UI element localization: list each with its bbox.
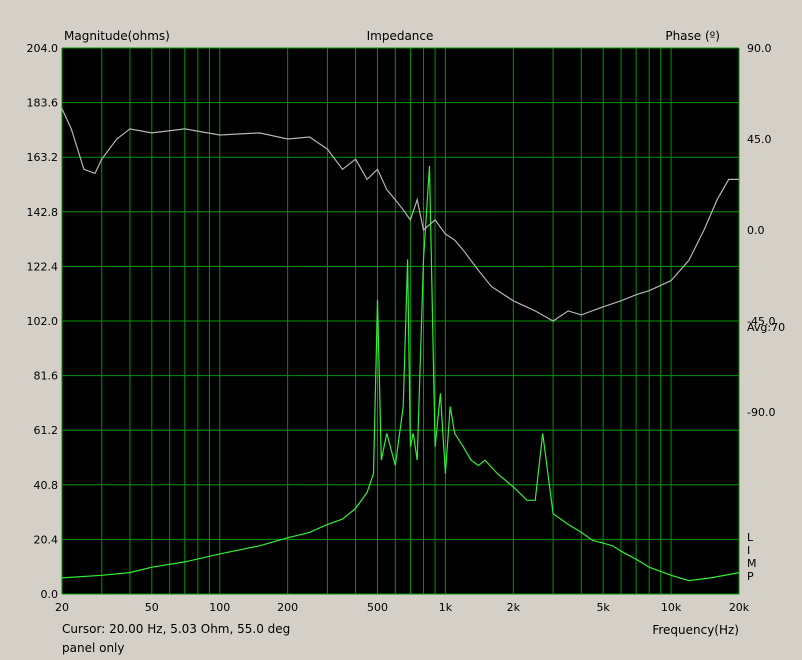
x-tick-label: 1k: [439, 601, 453, 614]
x-tick-label: 20: [55, 601, 69, 614]
limp-letter: M: [747, 557, 757, 570]
panel-label: panel only: [62, 641, 125, 655]
y-axis-label: Magnitude(ohms): [64, 29, 170, 43]
x-tick-label: 2k: [507, 601, 521, 614]
y2-axis-label: Phase (º): [665, 29, 720, 43]
y2-tick-label: 45.0: [747, 133, 772, 146]
y-tick-label: 20.4: [34, 533, 59, 546]
y-tick-label: 122.4: [27, 260, 59, 273]
y-tick-label: 163.2: [27, 151, 59, 164]
x-axis-label: Frequency(Hz): [652, 623, 739, 637]
limp-letter: I: [747, 544, 750, 557]
y-tick-label: 183.6: [27, 97, 59, 110]
y2-tick-label: -90.0: [747, 406, 775, 419]
y-tick-label: 0.0: [41, 588, 59, 601]
x-tick-label: 200: [277, 601, 298, 614]
limp-letter: P: [747, 570, 754, 583]
y-tick-label: 40.8: [34, 479, 59, 492]
x-tick-label: 50: [145, 601, 159, 614]
series-group: [61, 108, 740, 582]
x-tick-label: 5k: [596, 601, 610, 614]
x-tick-label: 500: [367, 601, 388, 614]
y-tick-label: 61.2: [34, 424, 59, 437]
limp-letter: L: [747, 531, 754, 544]
horizontal-gridlines: [62, 47, 739, 595]
avg-label: Avg:70: [747, 321, 785, 334]
y-tick-label: 102.0: [27, 315, 59, 328]
magnitude-series-line: [61, 165, 740, 582]
x-tick-label: 100: [209, 601, 230, 614]
y2-tick-label: 90.0: [747, 42, 772, 55]
axis-labels: 204.0 183.6 163.2 142.8 122.4 102.0 81.6 61.2 40…: [27, 42, 776, 614]
chart-title: Impedance: [367, 29, 434, 43]
phase-series-line: [61, 108, 739, 322]
y-tick-label: 81.6: [34, 370, 59, 383]
y-tick-label: 142.8: [27, 206, 59, 219]
cursor-readout: Cursor: 20.00 Hz, 5.03 Ohm, 55.0 deg: [62, 622, 291, 636]
x-tick-label: 20k: [729, 601, 750, 614]
y2-tick-label: 0.0: [747, 224, 765, 237]
y-tick-label: 204.0: [27, 42, 59, 55]
y2-tick-label: -45.0: [747, 315, 775, 328]
x-tick-label: 10k: [661, 601, 682, 614]
